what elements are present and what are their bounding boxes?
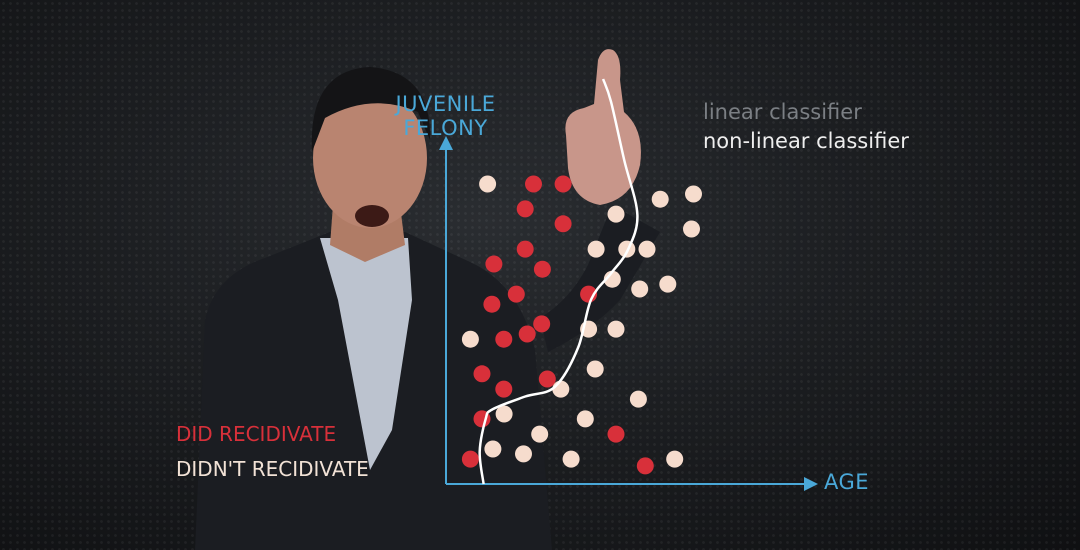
didnt-recidivate-point-15 bbox=[552, 380, 570, 398]
x-axis-label: AGE bbox=[824, 470, 870, 494]
did-recidivate-point-10 bbox=[533, 315, 551, 333]
didnt-recidivate-point-6 bbox=[618, 240, 636, 258]
didnt-recidivate-point-0 bbox=[479, 175, 497, 193]
y-axis-label-line-2: FELONY bbox=[403, 116, 488, 140]
did-recidivate-point-2 bbox=[516, 200, 534, 218]
didnt-recidivate-point-2 bbox=[651, 190, 669, 208]
did-recidivate-point-0 bbox=[525, 175, 542, 193]
didnt-recidivate-point-4 bbox=[683, 220, 700, 238]
legend-didnt-recidivate: DIDN'T RECIDIVATE bbox=[176, 457, 369, 481]
didnt-recidivate-point-20 bbox=[484, 440, 502, 458]
didnt-recidivate-point-1 bbox=[685, 185, 702, 203]
did-recidivate-point-15 bbox=[495, 380, 513, 398]
did-recidivate-point-14 bbox=[538, 370, 556, 388]
didnt-recidivate-point-13 bbox=[461, 330, 479, 348]
didnt-recidivate-point-9 bbox=[631, 280, 649, 298]
did-recidivate-point-11 bbox=[495, 330, 513, 348]
didnt-recidivate-point-14 bbox=[586, 360, 604, 378]
didnt-recidivate-point-21 bbox=[515, 445, 532, 463]
did-recidivate-point-5 bbox=[485, 255, 503, 273]
did-recidivate-point-12 bbox=[518, 325, 536, 343]
presenter-hand bbox=[565, 49, 641, 205]
y-axis-label-line-1: JUVENILE bbox=[395, 92, 496, 116]
didnt-recidivate-point-5 bbox=[587, 240, 605, 258]
did-recidivate-point-4 bbox=[516, 240, 534, 258]
did-recidivate-point-3 bbox=[554, 215, 572, 233]
did-recidivate-point-13 bbox=[473, 365, 491, 383]
didnt-recidivate-point-12 bbox=[607, 320, 625, 338]
didnt-recidivate-point-3 bbox=[607, 205, 625, 223]
y-axis-label: JUVENILE FELONY bbox=[383, 92, 508, 140]
didnt-recidivate-point-18 bbox=[576, 410, 594, 428]
did-recidivate-point-9 bbox=[483, 295, 501, 313]
did-recidivate-point-6 bbox=[533, 260, 551, 278]
didnt-recidivate-point-7 bbox=[638, 240, 656, 258]
legend-linear-classifier: linear classifier bbox=[703, 100, 862, 124]
presenter-mouth bbox=[355, 205, 389, 227]
presenter-head bbox=[313, 88, 427, 228]
did-recidivate-point-17 bbox=[607, 425, 625, 443]
didnt-recidivate-point-10 bbox=[659, 275, 677, 293]
presenter-hair bbox=[311, 67, 431, 152]
didnt-recidivate-point-23 bbox=[666, 450, 684, 468]
legend-non-linear-classifier: non-linear classifier bbox=[703, 129, 909, 153]
did-recidivate-point-1 bbox=[554, 175, 572, 193]
didnt-recidivate-point-22 bbox=[562, 450, 580, 468]
didnt-recidivate-point-16 bbox=[629, 390, 647, 408]
did-recidivate-point-19 bbox=[636, 457, 654, 475]
did-recidivate-point-18 bbox=[461, 450, 479, 468]
presenter-shirt bbox=[320, 238, 412, 470]
didnt-recidivate-point-19 bbox=[531, 425, 549, 443]
non-linear-decision-boundary bbox=[478, 78, 639, 485]
didnt-recidivate-point-8 bbox=[603, 270, 621, 288]
didnt-recidivate-point-17 bbox=[495, 405, 513, 423]
did-recidivate-point-7 bbox=[507, 285, 525, 303]
legend-did-recidivate: DID RECIDIVATE bbox=[176, 422, 337, 446]
